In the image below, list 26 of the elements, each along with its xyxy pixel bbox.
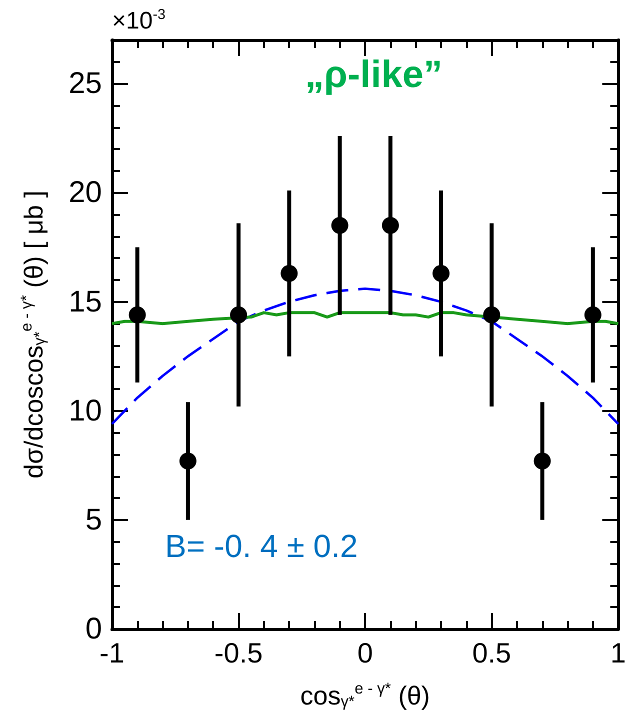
x-tick-label: 0 <box>357 638 373 668</box>
point <box>280 264 298 282</box>
y-tick-label: 5 <box>85 503 102 536</box>
x-tick-label: -0.5 <box>214 638 263 668</box>
y-tick-label: 0 <box>85 612 102 646</box>
point <box>179 452 196 470</box>
x-tick-label: 1 <box>610 638 626 668</box>
y-tick-label: 15 <box>68 285 102 318</box>
point <box>534 452 551 470</box>
y-tick-label: 20 <box>68 176 102 210</box>
y-axis-title: dσ/dcoscosγ*e - γ* (θ) [ μb ] <box>18 190 48 478</box>
point <box>331 216 348 234</box>
x-tick-label: -1 <box>100 638 124 668</box>
y-tick-label: 10 <box>68 394 102 428</box>
point <box>584 306 602 324</box>
point <box>230 306 248 324</box>
annotation: „ρ-like” <box>305 54 443 96</box>
point <box>483 306 500 324</box>
line-series <box>110 287 620 426</box>
point <box>432 264 450 282</box>
point <box>128 306 146 324</box>
x-tick-label: 0.5 <box>472 638 512 668</box>
x-axis-title: cosγ*e - γ* (θ) <box>300 680 430 710</box>
y-tick-label: 25 <box>68 67 102 100</box>
point <box>382 216 399 234</box>
annotation: B= -0. 4 ± 0.2 <box>165 528 358 564</box>
